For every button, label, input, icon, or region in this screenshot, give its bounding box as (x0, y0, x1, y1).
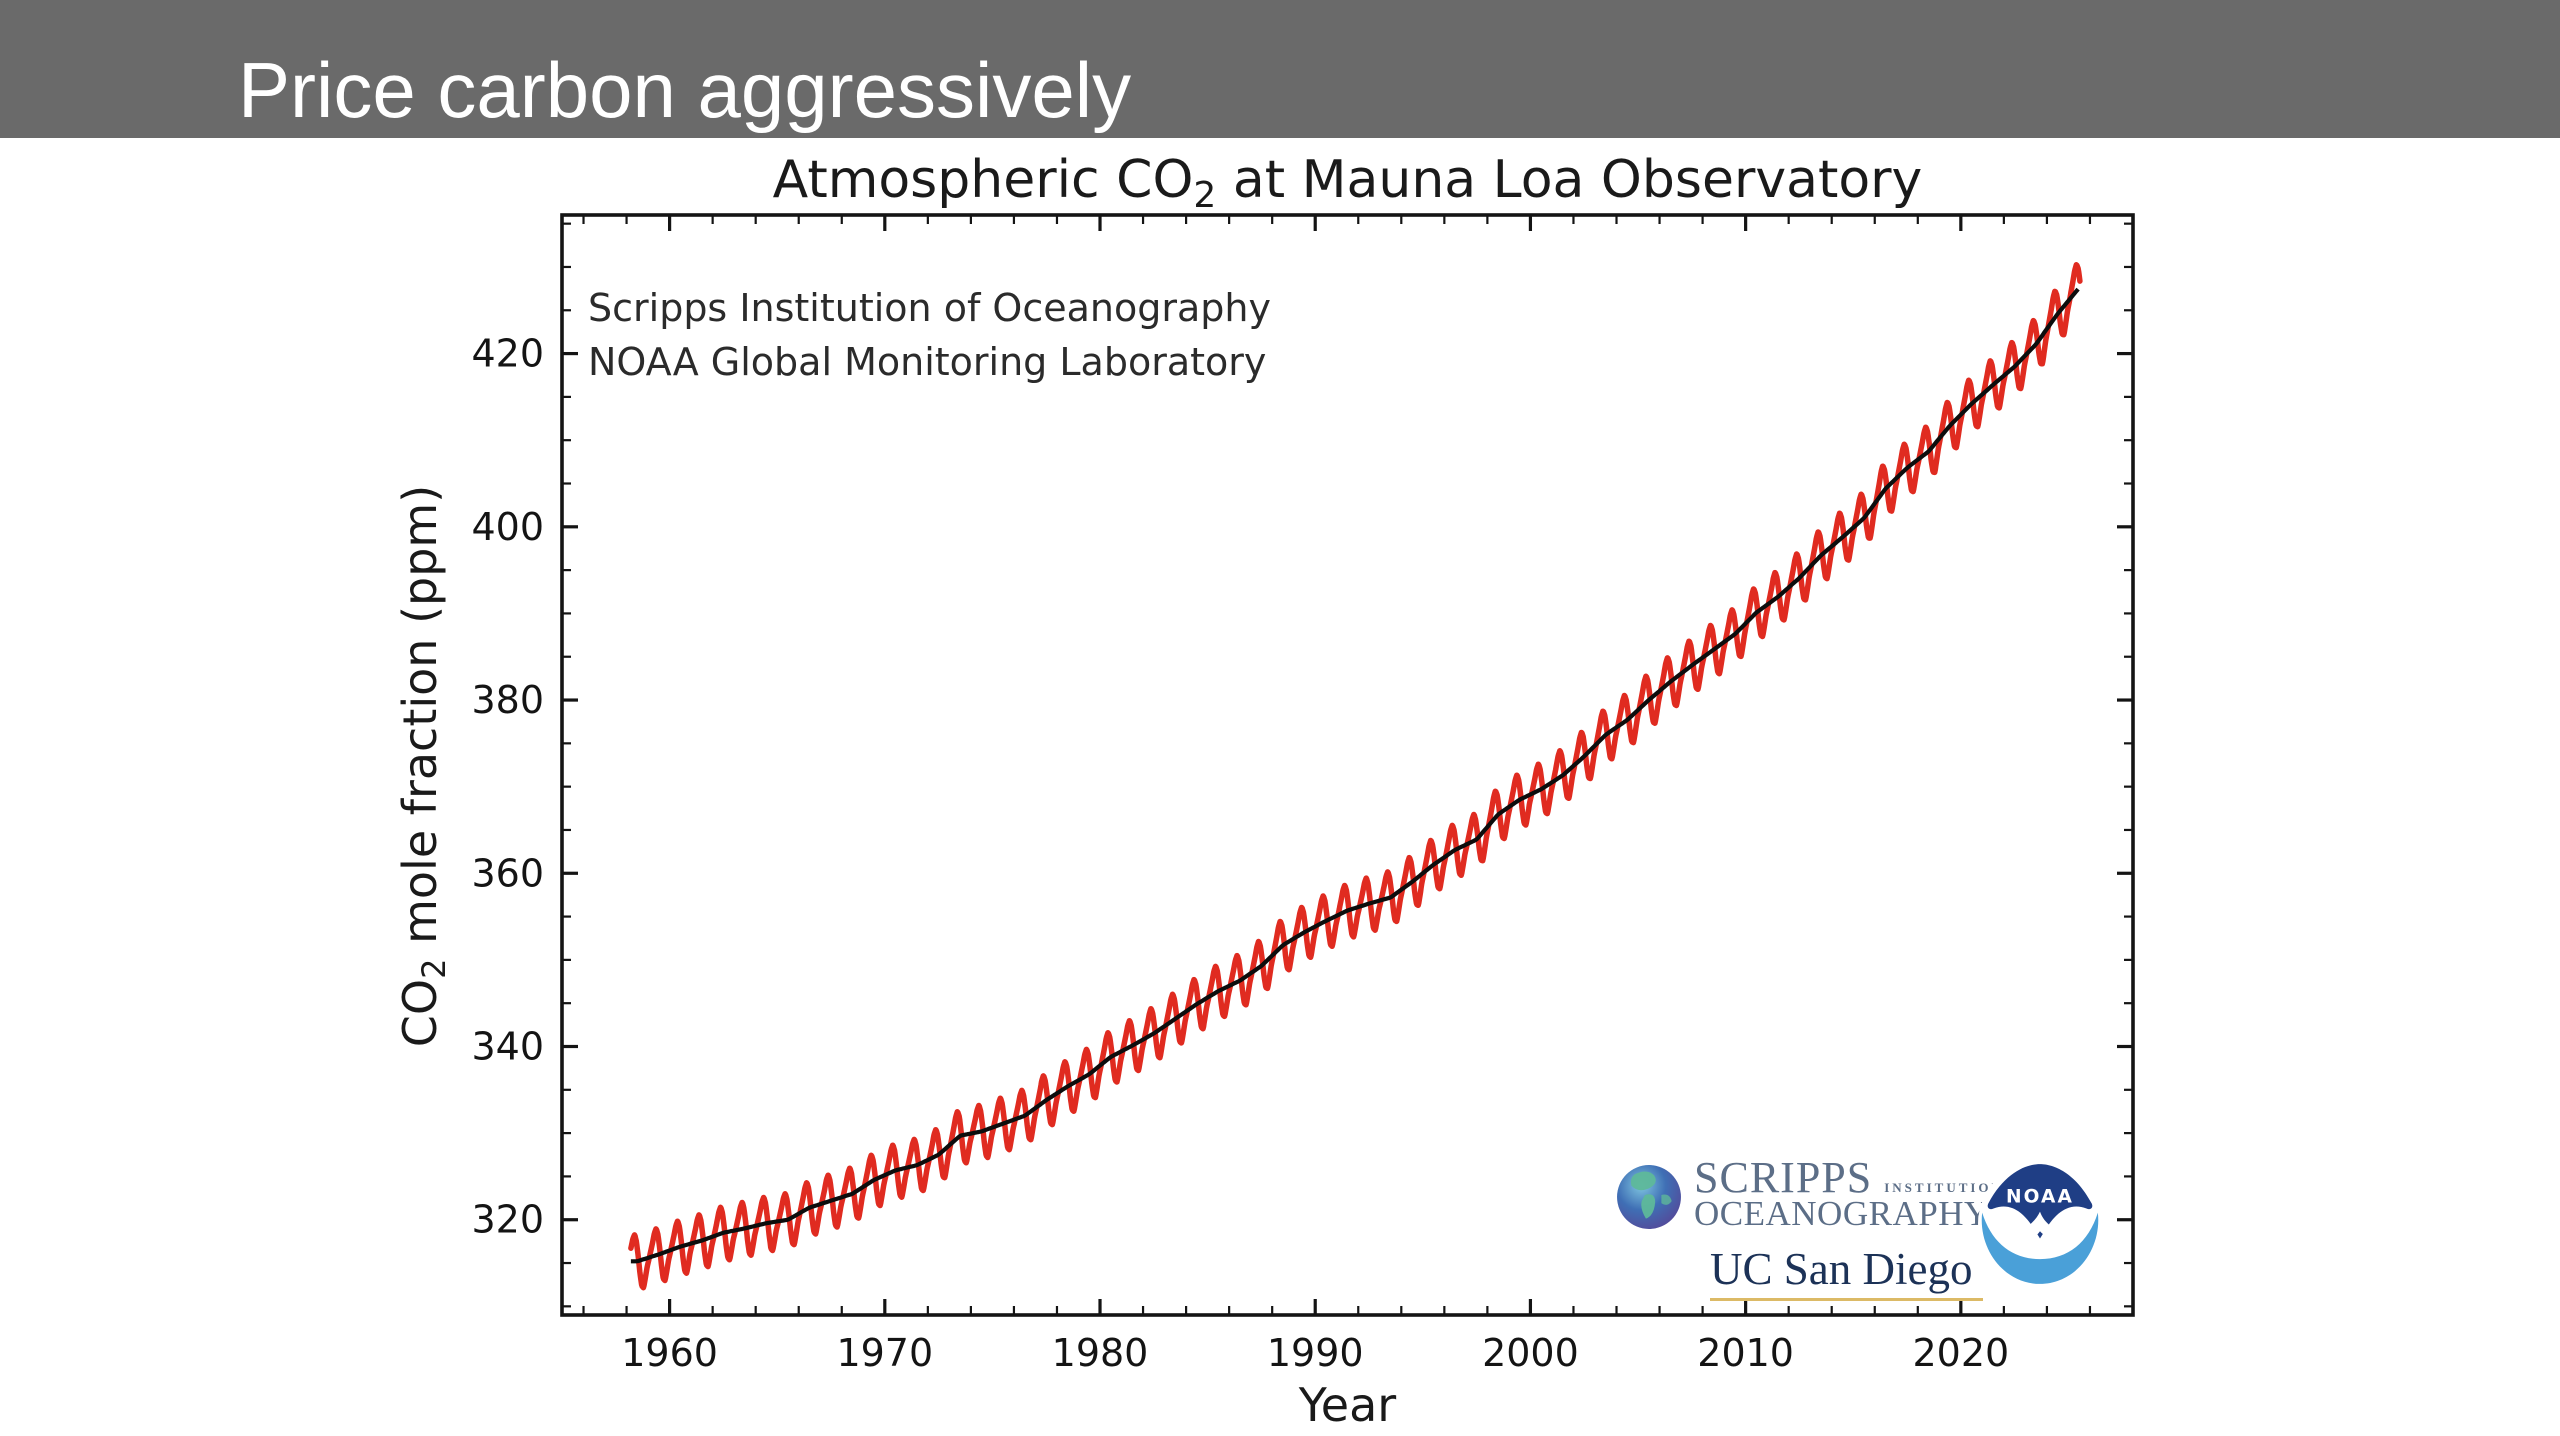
y-tick-label: 400 (471, 505, 544, 549)
slide-title: Price carbon aggressively (238, 46, 1132, 135)
x-tick-label: 1970 (836, 1331, 933, 1375)
y-tick-label: 340 (471, 1024, 544, 1068)
y-tick-label: 380 (471, 678, 544, 722)
trend-series-line (630, 287, 2080, 1264)
x-tick-label: 1960 (621, 1331, 718, 1375)
x-tick-label: 1990 (1267, 1331, 1364, 1375)
scripps-logo: SCRIPPS INSTITUTION OF OCEANOGRAPHY UC S… (1616, 1153, 2034, 1302)
slide-title-bar: Price carbon aggressively (0, 0, 2560, 138)
noaa-acronym: NOAA (2006, 1186, 2074, 1207)
y-tick-label: 420 (471, 332, 544, 376)
noaa-gull-icon (2007, 1211, 2074, 1246)
x-tick-label: 2010 (1697, 1331, 1794, 1375)
plot-area: 1960 1970 1980 1990 2000 2010 2020 320 340 360 380… (393, 150, 2135, 1432)
monthly-series-line (628, 262, 2083, 1291)
ucsd-wordmark: UC San Diego (1710, 1243, 1983, 1302)
scripps-wordmark-block: SCRIPPS INSTITUTION OF OCEANOGRAPHY UC S… (1694, 1153, 2034, 1302)
noaa-logo-icon: NOAA (1978, 1162, 2102, 1286)
noaa-emblem-fan (1987, 1164, 2093, 1239)
x-tick-label: 1980 (1052, 1331, 1149, 1375)
annotation-scripps: Scripps Institution of Oceanography (588, 286, 1271, 330)
y-tick-label: 360 (471, 851, 544, 895)
plot-frame (560, 213, 2135, 1317)
scripps-oceanography: OCEANOGRAPHY (1694, 1194, 1990, 1234)
x-axis-label: Year (1298, 1378, 1396, 1432)
noaa-emblem-wave (1981, 1212, 2099, 1284)
globe-icon (1617, 1165, 1681, 1229)
y-tick-label: 320 (471, 1198, 544, 1242)
annotation-noaa: NOAA Global Monitoring Laboratory (588, 340, 1266, 384)
x-tick-label: 2000 (1482, 1331, 1579, 1375)
y-axis-label: CO2 mole fraction (ppm) (393, 485, 453, 1047)
chart-title: Atmospheric CO2 at Mauna Loa Observatory (773, 150, 1923, 216)
scripps-wordmark: SCRIPPS (1694, 1153, 1873, 1202)
x-tick-label: 2020 (1912, 1331, 2009, 1375)
